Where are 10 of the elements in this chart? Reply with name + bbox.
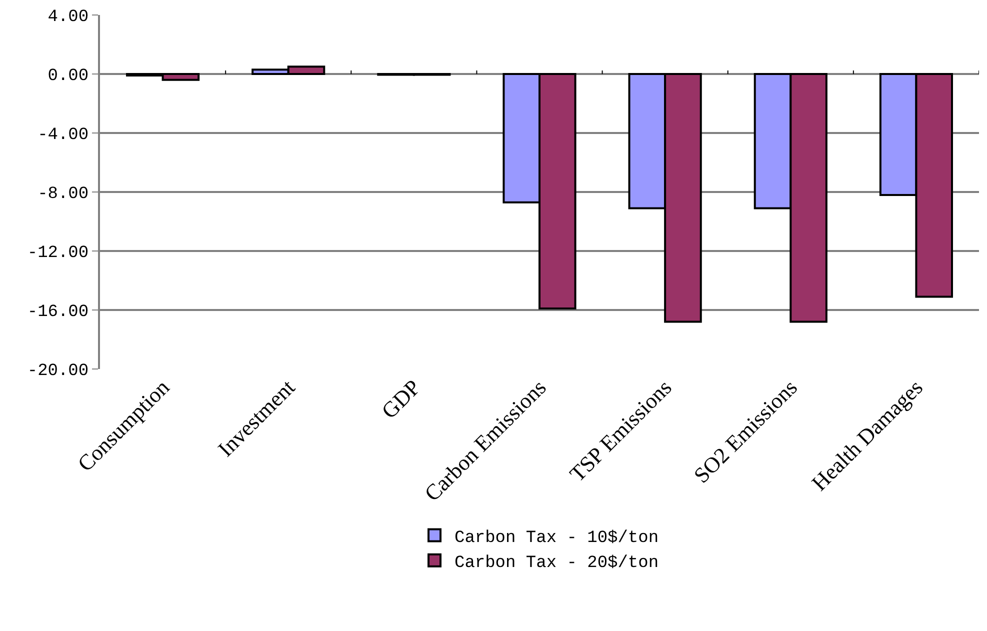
legend-label: Carbon Tax - 10$/ton [454, 528, 659, 548]
y-tick-label: -20.00 [27, 362, 89, 381]
y-tick-label: 4.00 [48, 8, 89, 27]
y-tick-label: -16.00 [27, 302, 89, 322]
y-tick-label: -12.00 [27, 244, 89, 263]
y-tick-label: -4.00 [38, 126, 89, 145]
y-tick-label: -8.00 [38, 184, 89, 204]
legend-label: Carbon Tax - 20$/ton [454, 554, 659, 573]
x-tick-label: GDP [376, 374, 426, 424]
y-tick-label: 0.00 [48, 66, 89, 86]
